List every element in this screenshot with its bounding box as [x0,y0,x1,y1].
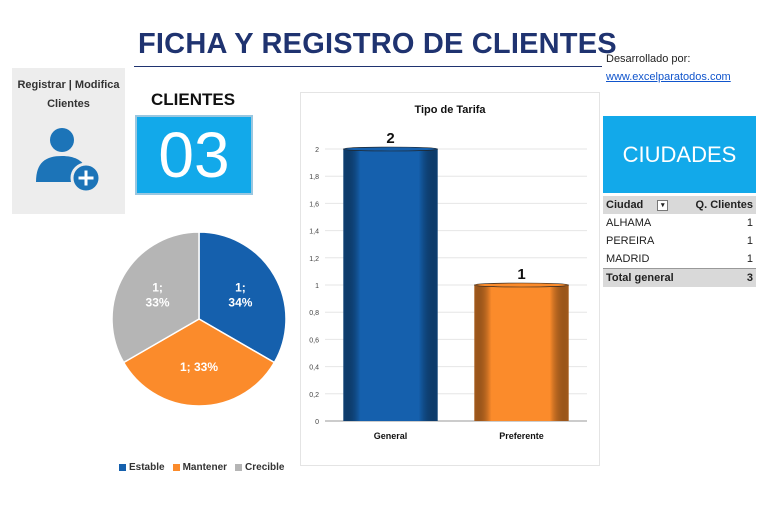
pie-data-label: 1; 34% [228,281,252,310]
y-tick-label: 1,8 [309,174,319,181]
clientes-label: CLIENTES [151,90,236,109]
pie-data-label: 1; 33% [146,281,170,310]
table-header-cell: Q. Clientes [685,196,756,214]
register-label-line2: Clientes [47,98,90,110]
legend-label: Crecible [245,462,285,473]
pie-chart: 1; 34% 1; 33% 1; 33% [111,231,287,407]
register-client-button[interactable]: Registrar | Modifica Clientes [12,68,125,214]
count-cell: 1 [746,235,753,247]
x-tick-label: General [374,431,408,441]
city-cell: PEREIRA [606,235,655,247]
bar-data-label: 1 [517,266,525,283]
header-ciudad: Ciudad [606,199,644,211]
clientes-count: 03 [158,119,230,191]
bar-cap [343,146,438,152]
filter-icon[interactable]: ▾ [657,199,669,211]
pie-legend: Estable Mantener Crecible [119,462,293,473]
ciudades-pivot-table: Ciudad ▾ Q. Clientes ALHAMA 1 PEREIRA 1 M… [603,196,756,287]
table-header-row: Ciudad ▾ Q. Clientes [603,196,756,214]
pie-data-label: 1; 33% [180,360,218,374]
developer-label: Desarrollado por: [606,53,691,65]
register-label-line1: Registrar | Modifica [17,79,120,91]
city-cell: MADRID [606,253,650,265]
ciudades-title: CIUDADES [622,142,737,167]
pie-slice-crecible [111,231,200,364]
bar-shading [474,285,569,421]
bar-chart-frame: Tipo de Tarifa 0 0,2 0,4 0,6 0,8 1 1,2 1,4 1,6 1,8… [300,92,600,466]
table-header-cell[interactable]: Ciudad ▾ [603,196,686,214]
table-row: PEREIRA 1 [603,232,756,250]
bar-shading [343,149,438,421]
y-tick-label: 0 [315,419,319,426]
bar-chart-title: Tipo de Tarifa [414,104,486,116]
city-cell: ALHAMA [606,217,652,229]
table-row: MADRID 1 [603,250,756,269]
total-row: Total general 3 [603,268,756,287]
bar-cap [474,282,569,288]
pie-slice-mantener [122,318,276,407]
clientes-count-box: 03 [135,115,253,195]
bar-data-label: 2 [386,130,394,147]
y-tick-label: 0,6 [309,337,319,344]
count-cell: 1 [746,253,753,265]
x-tick-label: Preferente [499,431,544,441]
count-cell: 1 [746,217,753,229]
ciudades-box: CIUDADES [603,116,756,193]
legend-swatch [235,463,243,471]
y-tick-label: 2 [315,147,319,154]
y-tick-label: 1,2 [309,256,319,263]
table-row: ALHAMA 1 [603,214,756,232]
total-label: Total general [603,268,686,287]
legend-label: Mantener [182,462,228,473]
legend-swatch [172,463,180,471]
y-tick-label: 0,8 [309,310,319,317]
register-button-label: Registrar | Modifica Clientes [12,76,125,114]
legend-item-mantener: Mantener [172,462,228,473]
y-tick-label: 1,4 [309,229,319,236]
developer-link[interactable]: www.excelparatodos.com [606,71,731,83]
y-tick-label: 1,6 [309,201,319,208]
y-tick-label: 0,2 [309,392,319,399]
legend-swatch [119,463,126,471]
title-underline [134,66,602,67]
total-value: 3 [685,268,756,287]
y-tick-label: 0,4 [309,365,319,372]
pie-slice-estable [198,231,287,364]
legend-item-estable: Estable [119,462,165,473]
legend-item-crecible: Crecible [235,462,285,473]
legend-label: Estable [129,462,165,473]
bar-chart: Tipo de Tarifa 0 0,2 0,4 0,6 0,8 1 1,2 1,4 1,6 1,8… [309,104,587,441]
page-title: FICHA Y REGISTRO DE CLIENTES [138,28,617,60]
add-user-icon [36,128,102,194]
y-tick-label: 1 [315,283,319,290]
